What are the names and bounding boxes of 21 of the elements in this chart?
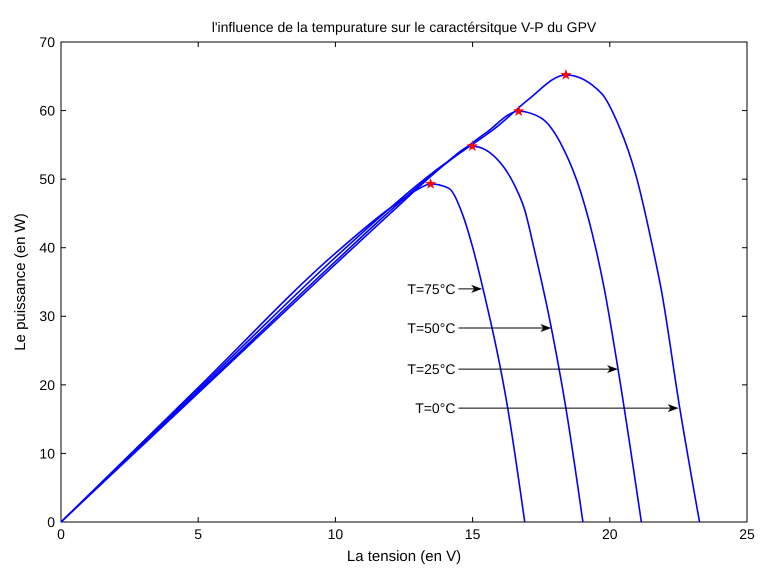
annotation: T=0°C — [415, 400, 456, 416]
annotation: T=50°C — [407, 320, 456, 336]
chart-title: l'influence de la tempurature sur le caractérsitque V-P du GPV — [212, 19, 597, 35]
y-axis-title: Le puissance (en W) — [12, 213, 29, 351]
y-tick-label: 50 — [39, 171, 56, 188]
x-tick-label: 0 — [57, 526, 66, 542]
x-tick-label: 15 — [464, 526, 481, 542]
x-tick-label: 10 — [328, 526, 344, 542]
x-axis-title: La tension (en V) — [346, 548, 462, 565]
x-tick-label: 20 — [602, 526, 618, 542]
y-tick-label: 30 — [39, 308, 56, 324]
y-tick-label: 40 — [39, 240, 56, 256]
x-tick-label: 5 — [194, 526, 202, 542]
y-tick-label: 60 — [39, 102, 56, 118]
annotation: T=25°C — [407, 360, 456, 377]
y-tick-label: 70 — [39, 34, 56, 50]
annotation: T=75°C — [407, 280, 456, 297]
y-tick-label: 0 — [47, 514, 56, 530]
y-tick-label: 10 — [39, 445, 56, 462]
x-tick-label: 25 — [739, 526, 755, 542]
y-tick-label: 20 — [39, 376, 56, 393]
